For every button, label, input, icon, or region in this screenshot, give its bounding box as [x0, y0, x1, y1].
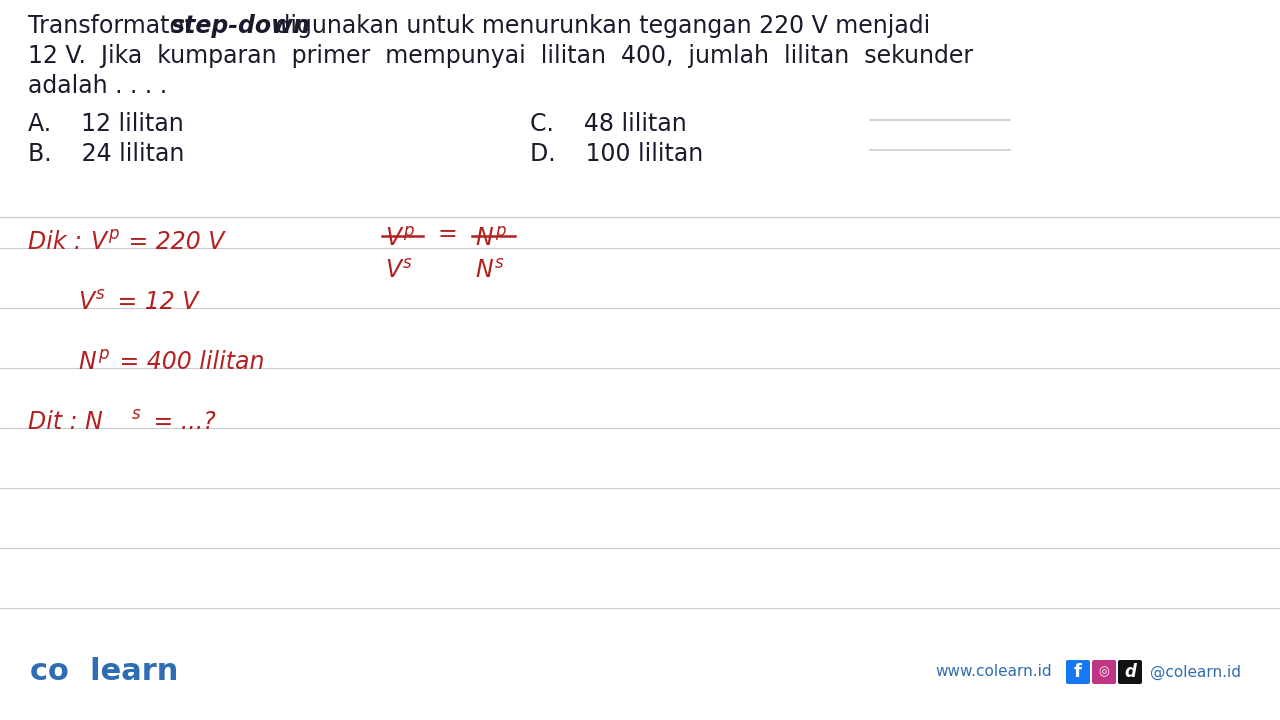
Text: N: N	[475, 258, 493, 282]
Text: = 400 lilitan: = 400 lilitan	[113, 350, 265, 374]
Text: Dit : N: Dit : N	[28, 410, 102, 434]
Text: Dik :: Dik :	[28, 230, 82, 254]
Text: V: V	[90, 230, 106, 254]
Text: s: s	[403, 254, 412, 272]
Text: digunakan untuk menurunkan tegangan 220 V menjadi: digunakan untuk menurunkan tegangan 220 …	[268, 14, 931, 38]
Text: p: p	[108, 225, 119, 243]
FancyBboxPatch shape	[1066, 660, 1091, 684]
Text: C.    48 lilitan: C. 48 lilitan	[530, 112, 687, 136]
Text: = 12 V: = 12 V	[110, 290, 198, 314]
Text: s: s	[132, 405, 141, 423]
Text: p: p	[495, 222, 506, 240]
Text: V: V	[385, 258, 401, 282]
Text: ◎: ◎	[1098, 665, 1110, 678]
Text: co  learn: co learn	[29, 657, 178, 686]
Text: = ...?: = ...?	[146, 410, 216, 434]
Text: N: N	[475, 226, 493, 250]
Text: = 220 V: = 220 V	[122, 230, 224, 254]
Text: f: f	[1074, 663, 1082, 681]
Text: www.colearn.id: www.colearn.id	[934, 665, 1052, 680]
FancyBboxPatch shape	[1092, 660, 1116, 684]
Text: V: V	[78, 290, 95, 314]
Text: d: d	[1124, 663, 1135, 681]
FancyBboxPatch shape	[1117, 660, 1142, 684]
Text: A.    12 lilitan: A. 12 lilitan	[28, 112, 184, 136]
Text: V: V	[385, 226, 401, 250]
Text: p: p	[99, 345, 109, 363]
Text: @colearn.id: @colearn.id	[1149, 665, 1242, 680]
Text: D.    100 lilitan: D. 100 lilitan	[530, 142, 703, 166]
Text: =: =	[436, 222, 457, 246]
Text: p: p	[403, 222, 413, 240]
Text: adalah . . . .: adalah . . . .	[28, 74, 168, 98]
Text: s: s	[96, 285, 105, 303]
Text: Transformator: Transformator	[28, 14, 201, 38]
Text: N: N	[78, 350, 96, 374]
Text: step-down: step-down	[172, 14, 311, 38]
Text: B.    24 lilitan: B. 24 lilitan	[28, 142, 184, 166]
Text: s: s	[495, 254, 503, 272]
Text: 12 V.  Jika  kumparan  primer  mempunyai  lilitan  400,  jumlah  lilitan  sekund: 12 V. Jika kumparan primer mempunyai lil…	[28, 44, 973, 68]
